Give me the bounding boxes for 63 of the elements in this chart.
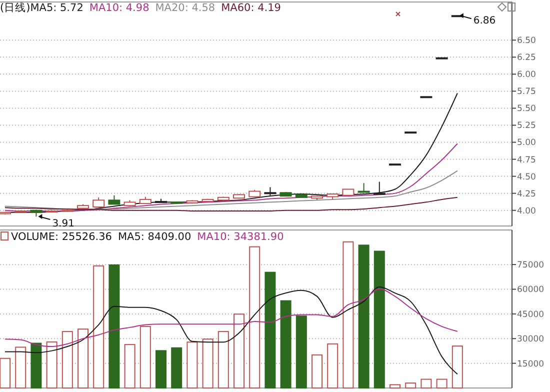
line-series [4,286,458,375]
y-tick-label: 5.00 [517,138,536,148]
candlestick [373,181,386,195]
y-tick-label: 4.25 [517,189,536,200]
bar [436,378,448,388]
y-tick-label: 6.25 [517,53,536,64]
line-series [4,143,458,212]
bar [374,250,385,388]
text: MA60: 4.19 [221,2,281,14]
line-series [4,170,458,210]
y-tick-label: 5.50 [517,104,536,114]
y-tick-label: 15000 [517,359,544,370]
y-tick-label: 60000 [517,285,544,296]
bar [234,314,244,388]
text: MA5: 8409.00 [118,231,192,243]
y-tick-label: 4.50 [517,172,536,182]
bar [108,264,120,388]
bar [249,246,260,388]
legend-label: VOLUME: 25526.36 [11,231,112,243]
bar [140,326,151,388]
y-tick-label: 6.00 [517,70,536,80]
text: MA20: 4.58 [155,2,216,14]
annotation: 3.91 [52,218,74,230]
bar [405,382,416,388]
bar [46,341,58,388]
y-tick-label: 75000 [517,260,544,271]
y-tick-label: 45000 [517,310,544,320]
bar [15,346,26,388]
candlestick [92,196,105,208]
y-tick-label: 6.50 [517,36,536,46]
bar [30,342,42,388]
y-tick-label: 5.75 [517,87,536,98]
chart-title: (日线) [0,1,30,14]
text: MA5: 5.72 [30,2,84,14]
bar [264,272,276,388]
bar [342,241,354,388]
bar [62,331,73,388]
text: MA10: 34381.90 [197,231,284,243]
bar [202,338,214,388]
bar [358,244,370,388]
text: MA10: 4.98 [89,2,150,14]
bar [124,344,136,388]
line-series [4,196,458,212]
bar [452,346,463,388]
bar [280,300,292,388]
bar [156,350,166,388]
bar [218,331,229,388]
bar [390,384,400,388]
bar [171,347,182,388]
candlestick [358,182,370,193]
bar [296,316,307,388]
bar [327,343,338,388]
text: 6.86 [473,16,496,27]
y-tick-label: 5.25 [517,121,536,132]
bar [78,328,88,388]
y-tick-label: 4.75 [517,155,536,166]
bar [186,342,198,388]
bar [93,265,104,388]
bar [420,378,432,388]
y-tick-label: 30000 [517,334,544,345]
line-series [4,288,458,348]
y-tick-label: 4.00 [517,206,536,216]
bar [312,354,322,388]
